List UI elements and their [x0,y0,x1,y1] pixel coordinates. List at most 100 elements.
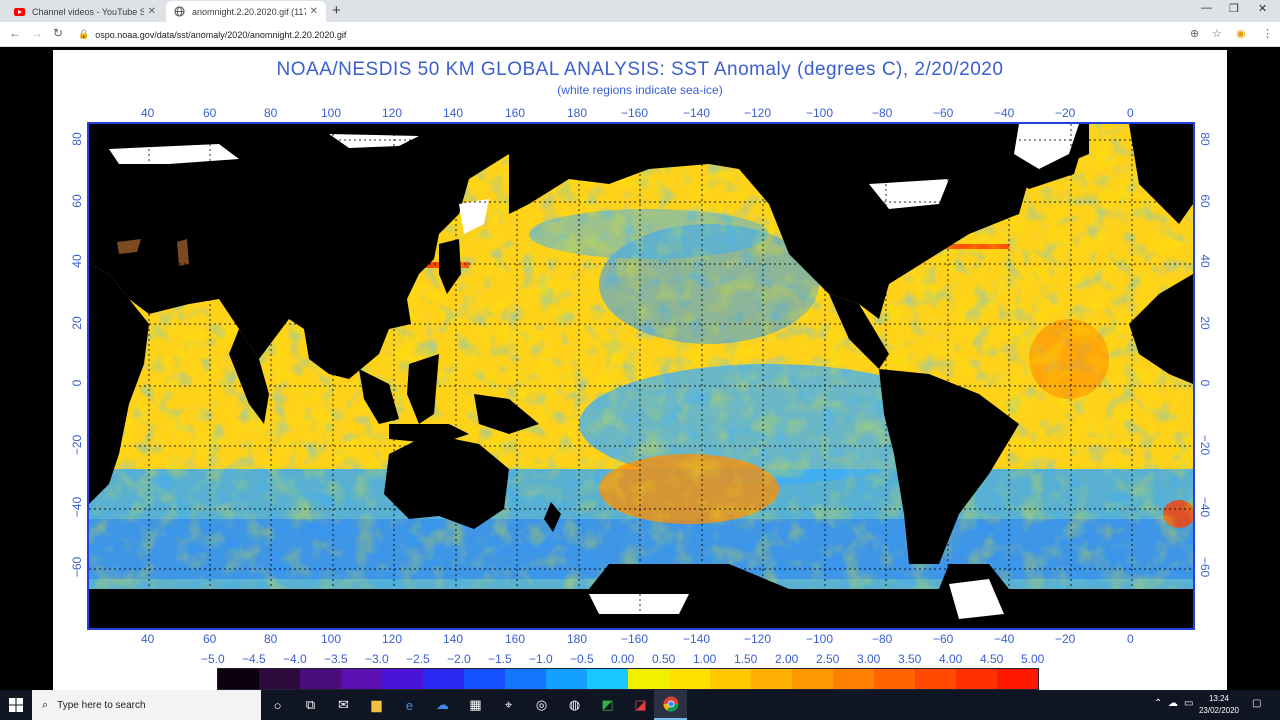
colorbar-swatch [505,669,546,689]
tab-strip: Channel videos - YouTube Studio ✕ anomni… [0,0,1280,22]
colorbar-swatch [997,669,1038,689]
lon-label-top: 140 [443,106,464,120]
lon-label-top: −160 [621,106,649,120]
network-icon[interactable]: ▭ [1184,698,1194,709]
colorbar-label: −2.0 [447,652,471,666]
cortana-icon[interactable]: ○ [273,697,282,713]
lon-label-top: −100 [806,106,834,120]
colorbar-label: 1.00 [693,652,717,666]
lat-label-left: 0 [70,379,84,387]
lon-label-top: 80 [264,106,278,120]
colorbar-swatch [341,669,382,689]
task-view-icon[interactable]: ⧉ [305,697,316,712]
caspian-sea [117,239,141,254]
camtasia-icon[interactable]: ◩ [601,697,614,712]
lon-label-bottom: 140 [443,632,464,646]
calendar-icon[interactable]: ▦ [469,697,482,712]
colorbar-label: 0.50 [652,652,676,666]
colorbar-swatch [423,669,464,689]
file-explorer-icon[interactable]: ▆ [371,697,382,712]
network-app-icon[interactable]: ⌖ [504,697,513,712]
reload-icon[interactable]: ↻ [53,26,64,40]
page-viewport: NOAA/NESDIS 50 KM GLOBAL ANALYSIS: SST A… [0,47,1280,690]
colorbar-label: −4.0 [283,652,307,666]
search-icon: ⌕ [42,698,49,711]
paint-icon[interactable]: ◪ [634,697,647,712]
chevron-up-icon[interactable]: ⌃ [1154,698,1163,709]
lat-label-left: 60 [70,194,84,208]
search-placeholder: Type here to search [57,699,146,711]
lat-label-right: −40 [1198,496,1212,518]
lon-label-bottom: 160 [505,632,526,646]
extension-icon[interactable]: ◉ [1236,28,1246,40]
lon-label-bottom: 60 [203,632,217,646]
bookmark-star-icon[interactable]: ☆ [1212,28,1222,40]
colorbar-label: −3.5 [324,652,348,666]
colorbar [217,668,1039,690]
lon-label-bottom: 80 [264,632,278,646]
back-icon[interactable]: ← [9,26,21,40]
chrome-icon[interactable] [654,690,687,720]
lat-label-left: −40 [70,496,84,518]
lon-label-top: −140 [683,106,711,120]
colorbar-swatch [464,669,505,689]
app-icon[interactable]: ◍ [568,697,581,712]
clock-time: 13:24 [1208,694,1230,703]
colorbar-label: 1.50 [734,652,758,666]
colorbar-label: 3.00 [857,652,881,666]
address-bar[interactable]: 🔒 ospo.noaa.gov/data/sst/anomaly/2020/an… [78,25,1188,44]
new-tab-icon[interactable]: + [332,2,341,19]
windows-start-icon[interactable] [0,690,32,720]
tab-title: anomnight.2.20.2020.gif (1174×6 [192,6,306,17]
system-clock[interactable]: 13:24 23/02/2020 [1196,693,1242,717]
close-window-icon[interactable]: ✕ [1258,3,1268,15]
lon-label-bottom: −120 [744,632,772,646]
close-tab-icon[interactable]: ✕ [309,6,318,17]
lon-label-bottom: −20 [1055,632,1076,646]
taskbar-search-input[interactable]: ⌕ Type here to search [32,690,261,720]
onedrive-tray-icon[interactable]: ☁ [1168,698,1178,709]
forward-icon[interactable]: → [31,26,43,40]
lon-label-top: −80 [872,106,893,120]
tab-title: Channel videos - YouTube Studio [32,6,144,17]
colorbar-swatch [546,669,587,689]
lat-label-right: −20 [1198,434,1212,456]
edge-icon[interactable]: e [405,697,414,713]
colorbar-swatch [915,669,956,689]
lat-label-left: 80 [70,132,84,146]
tab-youtube-studio[interactable]: Channel videos - YouTube Studio ✕ [6,1,164,22]
lon-label-top: 180 [567,106,588,120]
tab-anomnight-gif[interactable]: anomnight.2.20.2020.gif (1174×6 ✕ [166,1,326,22]
lon-label-bottom: 120 [382,632,403,646]
colorbar-swatch [587,669,628,689]
lat-label-left: 40 [70,254,84,268]
close-tab-icon[interactable]: ✕ [147,6,156,17]
mail-icon[interactable]: ✉ [338,697,349,712]
sea-ice [109,124,1079,619]
restore-icon[interactable]: ❐ [1229,3,1239,15]
colorbar-label: 4.50 [980,652,1004,666]
colorbar-label: 5.00 [1021,652,1045,666]
sst-anomaly-image: NOAA/NESDIS 50 KM GLOBAL ANALYSIS: SST A… [53,50,1227,690]
lon-label-top: 0 [1127,106,1134,120]
map-subtitle: (white regions indicate sea-ice) [557,83,723,97]
lon-label-top: −120 [744,106,772,120]
lon-label-top: −40 [994,106,1015,120]
app-icon[interactable]: ◎ [535,697,548,712]
lon-label-top: 120 [382,106,403,120]
menu-icon[interactable]: ⋮ [1262,28,1273,40]
clock-date: 23/02/2020 [1198,706,1240,715]
zoom-icon[interactable]: ⊕ [1190,28,1200,40]
colorbar-swatch [669,669,710,689]
notification-icon[interactable]: ▢ [1252,698,1262,709]
onedrive-icon[interactable]: ☁ [436,697,449,712]
colorbar-label: −1.5 [488,652,512,666]
minimize-icon[interactable]: — [1201,2,1212,14]
youtube-icon [14,6,25,17]
lon-label-bottom: −160 [621,632,649,646]
lon-label-bottom: 0 [1127,632,1134,646]
lat-label-right: 20 [1198,316,1212,330]
lat-label-left: −60 [70,556,84,578]
colorbar-label: 4.00 [939,652,963,666]
browser-toolbar: ← → ↻ 🔒 ospo.noaa.gov/data/sst/anomaly/2… [0,22,1280,47]
